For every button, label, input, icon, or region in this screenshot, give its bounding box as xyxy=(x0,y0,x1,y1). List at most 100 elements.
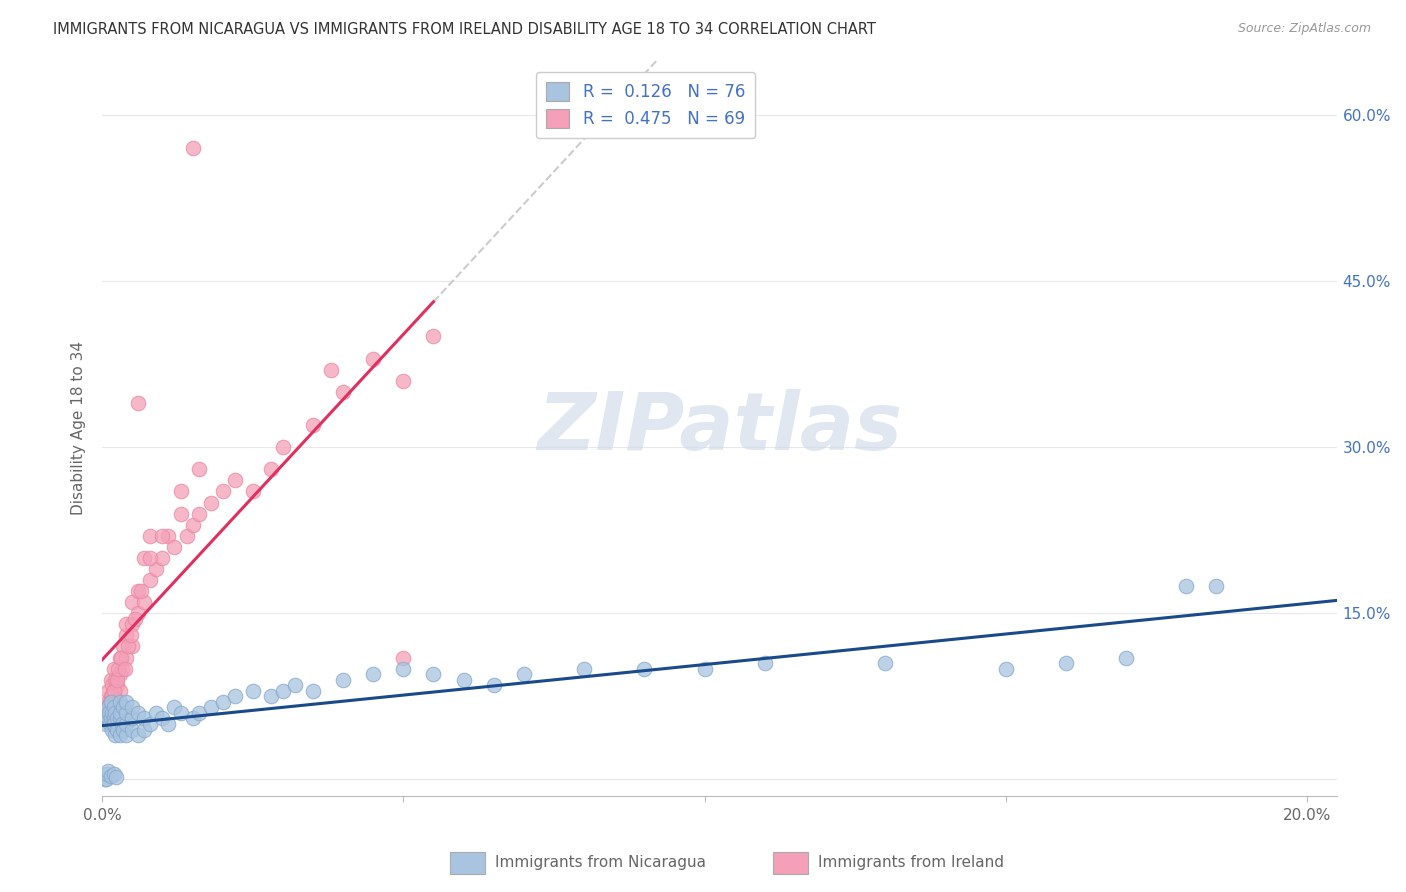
Point xyxy=(693,662,716,676)
Point xyxy=(115,628,138,642)
Point xyxy=(103,683,125,698)
Point xyxy=(107,662,129,676)
Point xyxy=(319,362,342,376)
Point xyxy=(96,711,118,725)
Point xyxy=(97,700,120,714)
Point xyxy=(115,617,138,632)
Point xyxy=(145,562,167,576)
Point xyxy=(152,550,174,565)
Point xyxy=(121,723,143,737)
Point xyxy=(139,550,162,565)
Point xyxy=(139,529,162,543)
Point xyxy=(482,678,505,692)
Point xyxy=(124,612,146,626)
Point xyxy=(121,640,143,654)
Point xyxy=(101,678,124,692)
Point xyxy=(271,440,294,454)
Point xyxy=(875,656,897,670)
Point xyxy=(111,717,134,731)
Point xyxy=(104,673,127,687)
Point xyxy=(110,650,132,665)
Point xyxy=(117,640,139,654)
Point xyxy=(104,728,127,742)
Point xyxy=(754,656,776,670)
Point xyxy=(101,690,124,704)
Point xyxy=(169,706,191,720)
Point xyxy=(139,717,162,731)
Point xyxy=(94,700,117,714)
Point xyxy=(1175,578,1198,592)
Point xyxy=(97,711,120,725)
Point xyxy=(134,723,156,737)
Point xyxy=(152,711,174,725)
Point xyxy=(115,706,138,720)
Text: Immigrants from Ireland: Immigrants from Ireland xyxy=(818,855,1004,870)
Point xyxy=(103,767,125,781)
Point xyxy=(103,700,125,714)
Point xyxy=(1115,650,1137,665)
Y-axis label: Disability Age 18 to 34: Disability Age 18 to 34 xyxy=(72,341,86,515)
Point xyxy=(112,700,135,714)
Point xyxy=(1054,656,1077,670)
Point xyxy=(187,507,209,521)
Point xyxy=(211,695,233,709)
Point xyxy=(139,573,162,587)
Point xyxy=(176,529,198,543)
Point xyxy=(97,683,120,698)
Point xyxy=(110,728,132,742)
Point xyxy=(224,690,246,704)
Point xyxy=(260,462,283,476)
Point xyxy=(110,706,132,720)
Point xyxy=(392,650,415,665)
Point xyxy=(110,711,132,725)
Text: ZIPatlas: ZIPatlas xyxy=(537,389,903,467)
Point xyxy=(112,723,135,737)
Point xyxy=(187,706,209,720)
Point xyxy=(134,595,156,609)
Point xyxy=(994,662,1017,676)
Point xyxy=(115,728,138,742)
Point xyxy=(163,700,186,714)
Point xyxy=(103,711,125,725)
Point xyxy=(127,728,149,742)
Point xyxy=(157,529,180,543)
Point xyxy=(94,772,117,787)
Point xyxy=(200,700,222,714)
Point xyxy=(97,764,120,778)
Point xyxy=(101,723,124,737)
Point xyxy=(163,540,186,554)
Point xyxy=(111,662,134,676)
Point xyxy=(127,706,149,720)
Point xyxy=(100,695,122,709)
Point xyxy=(100,769,122,783)
Text: Immigrants from Nicaragua: Immigrants from Nicaragua xyxy=(495,855,706,870)
Point xyxy=(332,384,354,399)
Point xyxy=(100,690,122,704)
Point xyxy=(98,695,121,709)
Point xyxy=(120,628,142,642)
Point xyxy=(453,673,475,687)
Point xyxy=(392,374,415,388)
Legend: R =  0.126   N = 76, R =  0.475   N = 69: R = 0.126 N = 76, R = 0.475 N = 69 xyxy=(536,71,755,138)
Point xyxy=(100,673,122,687)
Point xyxy=(101,717,124,731)
Point xyxy=(127,396,149,410)
Point xyxy=(224,474,246,488)
Point xyxy=(105,678,128,692)
Point xyxy=(181,517,204,532)
Point xyxy=(97,700,120,714)
Point xyxy=(513,667,536,681)
Point xyxy=(103,717,125,731)
Point xyxy=(361,667,384,681)
Point xyxy=(93,711,115,725)
Point xyxy=(152,529,174,543)
Point xyxy=(104,706,127,720)
Text: Source: ZipAtlas.com: Source: ZipAtlas.com xyxy=(1237,22,1371,36)
Point xyxy=(103,695,125,709)
Point xyxy=(115,717,138,731)
Point xyxy=(169,484,191,499)
Point xyxy=(93,772,115,787)
Point xyxy=(94,706,117,720)
Text: IMMIGRANTS FROM NICARAGUA VS IMMIGRANTS FROM IRELAND DISABILITY AGE 18 TO 34 COR: IMMIGRANTS FROM NICARAGUA VS IMMIGRANTS … xyxy=(53,22,876,37)
Point xyxy=(260,690,283,704)
